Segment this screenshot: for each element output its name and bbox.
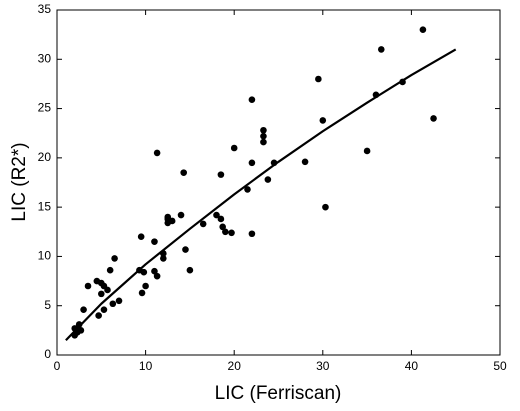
data-point [140,268,148,276]
data-point [138,289,146,297]
data-point [260,138,267,146]
fit-line [65,48,457,341]
data-point [217,171,225,178]
data-point [230,144,238,152]
data-point [248,96,256,103]
data-point [84,282,92,290]
x-tick-label: 50 [493,359,507,373]
data-point [151,267,158,275]
data-point [106,266,114,274]
y-tick-label: 5 [44,298,51,312]
y-tick-label: 35 [38,2,52,16]
data-point [228,229,235,237]
data-point [213,211,220,219]
data-point [264,176,272,183]
y-tick-label: 20 [38,150,52,164]
data-point [177,211,185,219]
data-point [248,159,256,167]
data-point [80,306,87,313]
data-point [100,306,108,313]
data-point [95,312,102,319]
data-point [104,286,111,294]
data-point [322,203,329,211]
data-point [248,230,256,238]
data-point [153,149,161,157]
data-point [115,297,123,305]
data-point [182,246,189,253]
data-point [199,220,207,228]
data-point [377,46,385,53]
data-point [160,255,167,262]
x-axis-label: LIC (Ferriscan) [215,383,342,404]
data-point [315,75,322,83]
data-point [109,300,117,308]
data-point [222,228,229,236]
data-point [319,117,327,124]
y-tick-label: 30 [38,51,52,65]
data-point [164,215,172,223]
data-point [260,132,267,140]
data-point [244,186,251,193]
x-tick-label: 20 [228,359,242,373]
data-point [301,158,309,166]
data-point [142,282,149,290]
plot-frame [56,9,501,356]
x-tick-label: 10 [139,359,153,373]
data-point [430,115,437,122]
data-point [77,327,85,334]
data-point [419,26,427,34]
y-tick-label: 25 [38,101,52,115]
data-point [363,147,371,155]
data-point [186,266,194,274]
data-point [260,126,267,134]
y-tick-label: 15 [38,199,52,213]
data-point [151,238,158,245]
data-point [98,290,105,298]
x-tick-label: 30 [316,359,330,373]
y-tick-label: 0 [44,347,51,361]
x-tick-label: 0 [54,359,61,373]
data-point [180,169,187,176]
data-point [219,223,226,231]
y-tick-label: 10 [38,249,52,263]
data-point [153,272,161,280]
data-point [137,233,145,241]
data-point [111,255,118,262]
y-axis-label: LIC (R2*) [9,142,30,221]
x-tick-label: 40 [405,359,419,373]
data-point [217,215,225,223]
